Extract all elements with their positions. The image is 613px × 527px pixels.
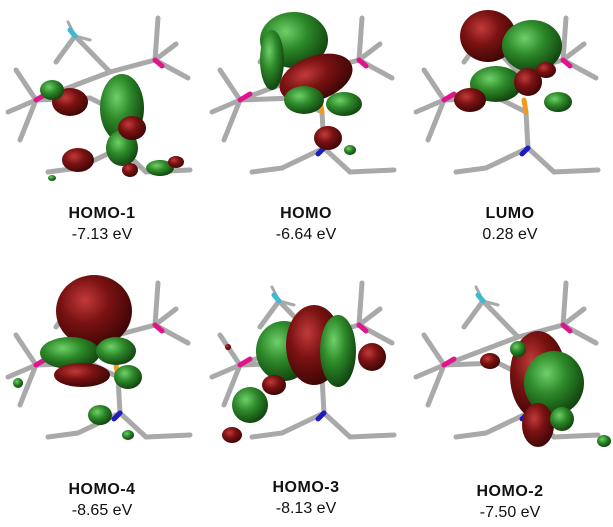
orbital-image-homo-4 [0,275,204,440]
orbital-label: HOMO-2 [476,483,544,500]
orbital-panel-homo: HOMO -6.64 eV [204,0,408,265]
orbital-panel-lumo: LUMO 0.28 eV [408,0,612,265]
orbital-energy: -8.13 eV [275,500,337,517]
orbital-energy: -7.50 eV [479,504,541,521]
orbital-image-lumo [408,10,612,200]
orbital-energy: 0.28 eV [482,226,538,243]
orbital-label: HOMO [280,205,332,222]
orbital-energy: -7.13 eV [71,226,133,243]
orbital-panel-homo-4: HOMO-4 -8.65 eV [0,265,204,527]
orbital-label: LUMO [485,205,535,222]
orbital-label: HOMO-1 [68,205,136,222]
orbital-panel-homo-2: HOMO-2 -7.50 eV [408,265,612,527]
orbital-image-homo-1 [0,0,204,181]
orbital-energy: -8.65 eV [71,502,133,519]
orbital-image-homo [204,12,408,200]
orbital-panel-homo-1: HOMO-1 -7.13 eV [0,0,204,265]
orbital-image-homo-3 [204,265,408,443]
orbital-panel-homo-3: HOMO-3 -8.13 eV [204,265,408,527]
orbital-label: HOMO-4 [68,481,136,498]
orbital-image-homo-2 [408,265,611,447]
orbital-energy: -6.64 eV [275,226,337,243]
orbital-label: HOMO-3 [272,479,340,496]
